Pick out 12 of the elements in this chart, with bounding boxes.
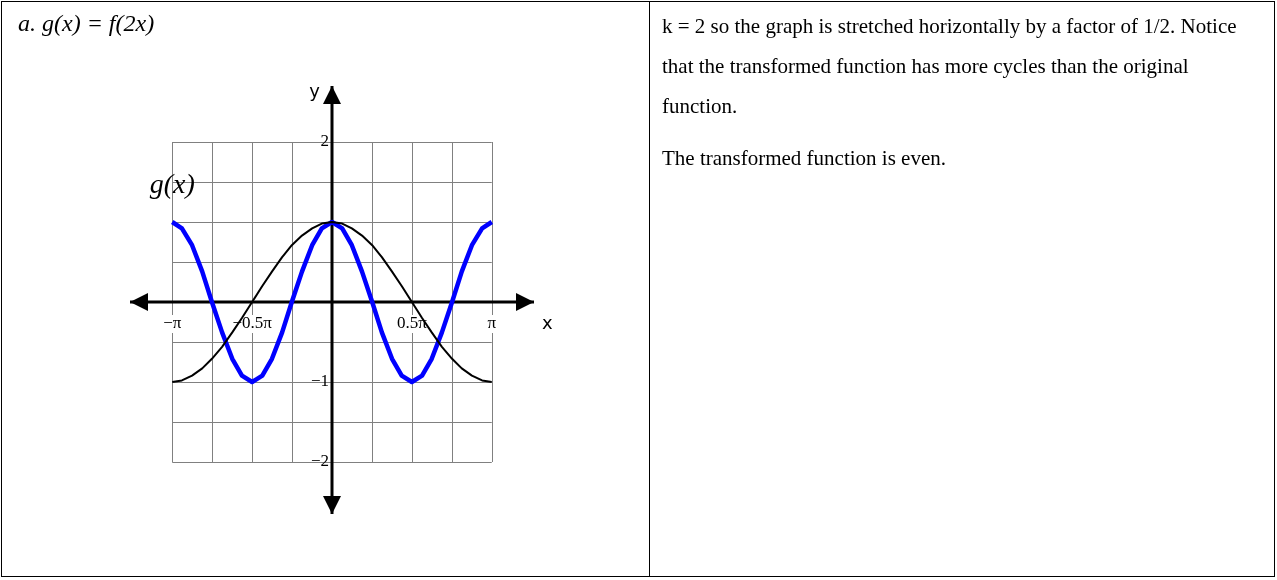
y-axis-title: y: [309, 79, 321, 101]
x-axis-title: x: [542, 311, 553, 333]
x-tick-label: π: [487, 313, 497, 333]
y-tick-label: −2: [310, 451, 329, 471]
x-tick-label: −π: [163, 313, 182, 333]
text: The transformed function is even.: [662, 145, 947, 172]
y-tick-label: 2: [320, 131, 329, 151]
y-tick-label: −1: [310, 371, 329, 391]
x-tick-label: 0.5π: [396, 313, 428, 333]
annotation: g(x): [149, 168, 195, 200]
chart-title: a. g(x) = f(2x): [18, 10, 155, 37]
text: k = 2 so the graph is stretched horizontally by a factor of 1/2. Notice that the transformed function has more cycles than the original function.: [662, 13, 1238, 120]
